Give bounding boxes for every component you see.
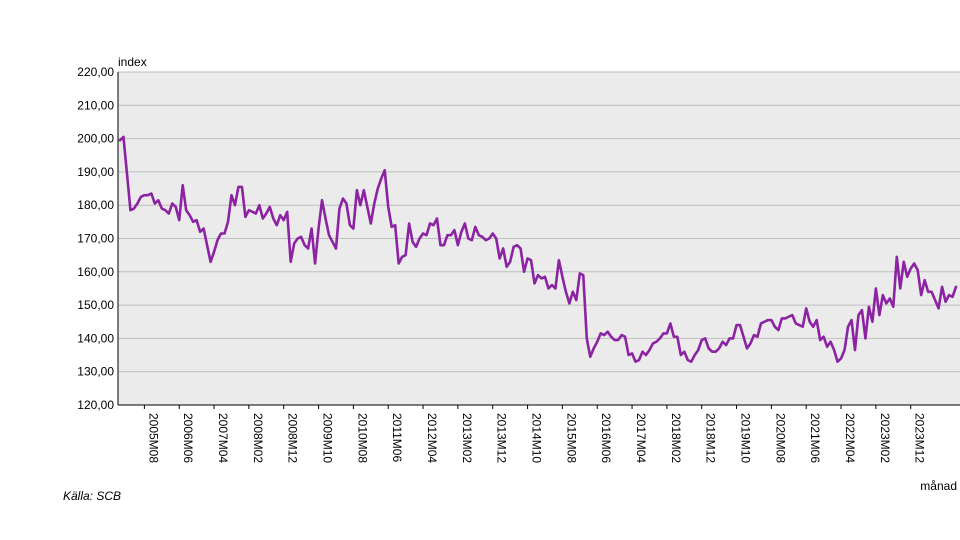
y-tick-labels: 120,00 130,00 140,00 150,00 160,00 170,00 180,… (77, 65, 114, 412)
x-tick-label: 2017M04 (634, 413, 648, 463)
x-tick-label: 2008M02 (251, 413, 265, 463)
y-tick-label: 120,00 (77, 398, 114, 412)
x-tick-label: 2023M02 (878, 413, 892, 463)
y-tick-label: 190,00 (77, 165, 114, 179)
y-tick-label: 220,00 (77, 65, 114, 79)
x-tick-label: 2023M12 (913, 413, 927, 463)
x-axis-label: månad (920, 479, 957, 493)
series-line (118, 135, 958, 364)
source-note: Källa: SCB (63, 489, 122, 503)
x-tick-label: 2010M08 (355, 413, 369, 463)
series-group (118, 135, 958, 364)
x-tick-label: 2016M06 (599, 413, 613, 463)
x-tick-label: 2018M12 (704, 413, 718, 463)
x-tick-label: 2008M12 (286, 413, 300, 463)
x-tick-label: 2020M08 (773, 413, 787, 463)
x-tick-label: 2019M10 (739, 413, 753, 463)
y-tick-label: 140,00 (77, 331, 114, 345)
y-axis-label: index (118, 55, 147, 69)
x-tick-label: 2018M02 (669, 413, 683, 463)
y-tick-label: 150,00 (77, 298, 114, 312)
x-tick-label: 2014M10 (530, 413, 544, 463)
y-tick-label: 200,00 (77, 132, 114, 146)
y-tick-label: 210,00 (77, 98, 114, 112)
x-tick-label: 2012M04 (425, 413, 439, 463)
x-tick-label: 2005M08 (146, 413, 160, 463)
x-tick-label: 2013M12 (495, 413, 509, 463)
gridlines (118, 71, 960, 406)
x-tick-label: 2006M06 (181, 413, 195, 463)
x-tick-labels: 2005M08 2006M06 2007M04 2008M02 2008M12 2009M… (143, 405, 927, 463)
y-tick-label: 180,00 (77, 198, 114, 212)
x-tick-label: 2022M04 (843, 413, 857, 463)
y-tick-label: 130,00 (77, 365, 114, 379)
x-tick-label: 2009M10 (321, 413, 335, 463)
y-tick-label: 170,00 (77, 232, 114, 246)
x-tick-label: 2013M02 (460, 413, 474, 463)
x-tick-label: 2011M06 (390, 413, 404, 462)
x-tick-label: 2007M04 (216, 413, 230, 463)
x-tick-label: 2015M08 (564, 413, 578, 463)
x-tick-label: 2021M06 (808, 413, 822, 463)
y-tick-label: 160,00 (77, 265, 114, 279)
